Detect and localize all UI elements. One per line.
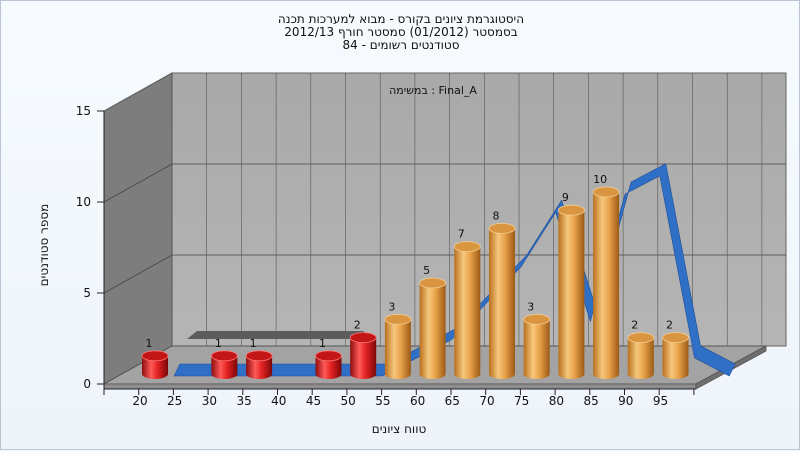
bar-data-label: 1 [319,337,326,350]
bar: 1 [141,337,169,379]
bar: 2 [349,319,377,379]
bar-data-label: 3 [388,300,395,313]
bar-data-label: 2 [666,319,673,332]
bar-data-label: 9 [562,191,569,204]
bar-body [489,228,515,374]
x-tick-label: 75 [514,394,529,408]
bar: 1 [210,337,238,379]
bar-data-label: 1 [146,337,153,350]
x-tick-label: 40 [271,394,286,408]
y-tick-label: 15 [76,104,91,118]
gridlines [103,73,786,346]
bar: 5 [419,264,447,379]
bar: 8 [488,209,516,379]
floor-front-edge [103,383,697,390]
x-tick-label: 95 [653,394,668,408]
bar-data-label: 10 [593,173,607,186]
x-tick-label: 85 [583,394,598,408]
bar-data-label: 2 [631,319,638,332]
x-tick-label: 90 [618,394,633,408]
x-axis-label: טווח ציונים [372,422,427,436]
x-tick-label: 65 [445,394,460,408]
bar-top [558,204,585,216]
x-tick-label: 70 [479,394,494,408]
gridline-side [103,254,173,294]
bar-top [488,222,516,234]
x-tick-label: 50 [341,394,356,408]
bar-top [662,332,689,344]
bar: 1 [315,337,342,379]
x-tick-label: 45 [306,394,321,408]
bar-top [523,313,551,325]
y-tick-label: 10 [76,195,91,209]
bar: 3 [384,300,412,379]
bar-body [384,319,411,374]
bar-data-label: 1 [215,337,222,350]
bar-data-label: 5 [423,264,430,277]
bar-top [384,313,412,325]
bar-top [315,350,342,362]
x-tick-label: 20 [132,394,147,408]
side-wall [103,72,173,385]
bar-top [453,241,481,253]
chart-title-line-1: היסטוגרמת ציונים בקורס - מבוא למערכות תכ… [277,12,525,26]
x-tick-label: 25 [167,394,182,408]
bar-body [558,210,585,374]
bar-top [245,350,273,362]
x-tick-label: 30 [202,394,217,408]
gridline-side [103,163,173,203]
x-tick-label: 60 [410,394,425,408]
bar-top [419,277,447,289]
y-axis-label: מספר סטודנטים [37,204,51,287]
x-tick-label: 55 [375,394,390,408]
bar: 10 [592,173,620,379]
bar-top [210,350,238,362]
bar: 1 [245,337,273,379]
chart-title-line-3: סטודנטים רשומים - 84 [342,38,460,52]
y-tick-label: 0 [83,377,91,391]
x-tick-label: 80 [549,394,564,408]
bar: 9 [558,191,585,379]
bar-data-label: 7 [458,228,465,241]
bar-top [141,350,169,362]
bar: 2 [627,319,655,379]
bar-body [593,192,620,374]
bar-body [350,337,377,374]
bar-top [349,332,377,344]
inner-label: במשימה : Final_A [389,84,477,97]
bar: 2 [662,319,689,379]
bar-data-label: 1 [250,337,257,350]
x-tick-label: 35 [236,394,251,408]
chart-title-line-2: בסמסטר (01/2012) סמסטר חורף 2012/13 [284,25,518,39]
bar-top [592,186,620,198]
bar-body [662,337,689,374]
bar-body [419,283,446,374]
y-tick-label: 5 [83,286,91,300]
bar-data-label: 3 [527,300,534,313]
bar-data-label: 8 [493,209,500,222]
bar-data-label: 2 [354,319,361,332]
curve-flat-shadow [187,331,377,339]
bars-group: 1 1 1 1 2 3 5 7 8 3 9 10 2 2 [141,173,689,379]
bar-body [454,246,481,374]
bar: 7 [453,228,481,379]
bar-top [627,332,655,344]
bar: 3 [523,300,551,379]
bar-body [627,337,654,374]
bar-body [523,319,550,374]
